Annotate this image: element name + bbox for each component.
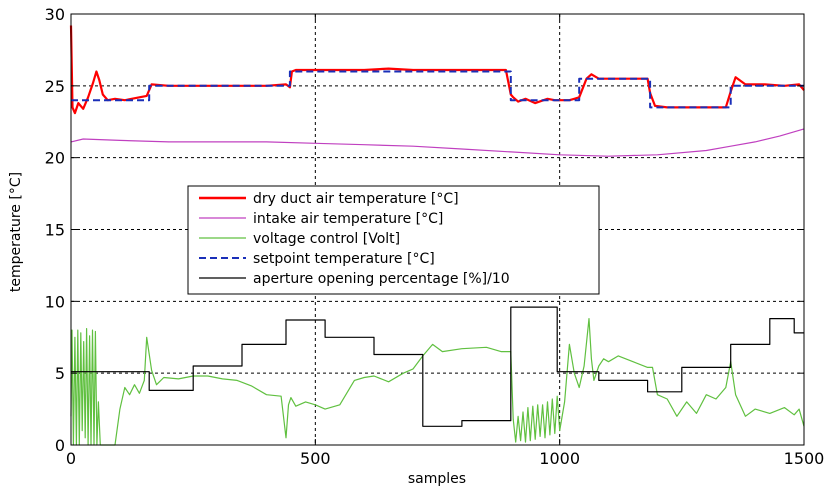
series-line-3 [71,70,804,109]
x-axis-label: samples [408,471,466,487]
x-tick-label: 500 [300,449,331,468]
x-tick-label: 1000 [539,449,580,468]
y-axis-label: temperature [°C] [8,172,24,292]
y-tick-label: 30 [45,5,65,24]
legend-box [187,185,600,295]
series-group [69,25,805,446]
series-line-2 [70,318,805,446]
legend-label-4: aperture opening percentage [%]/10 [253,271,510,287]
y-tick-label: 25 [45,77,65,96]
legend-label-0: dry duct air temperature [°C] [253,191,459,207]
legend-label-2: voltage control [Volt] [253,231,400,247]
y-tick-label: 0 [55,436,65,455]
x-tick-label: 1500 [784,449,825,468]
y-tick-label: 15 [45,221,65,240]
legend-label-1: intake air temperature [°C] [253,211,443,227]
ticks: 0 500 1000 1500 0 5 10 15 20 25 30 [45,5,825,468]
y-tick-label: 10 [45,292,65,311]
x-tick-label: 0 [66,449,76,468]
y-tick-label: 20 [45,149,65,168]
y-tick-label: 5 [55,364,65,383]
series-line-4 [71,306,804,427]
legend-label-3: setpoint temperature [°C] [253,251,435,267]
legend: dry duct air temperature [°C] intake air … [187,185,600,295]
series-line-1 [70,128,805,157]
